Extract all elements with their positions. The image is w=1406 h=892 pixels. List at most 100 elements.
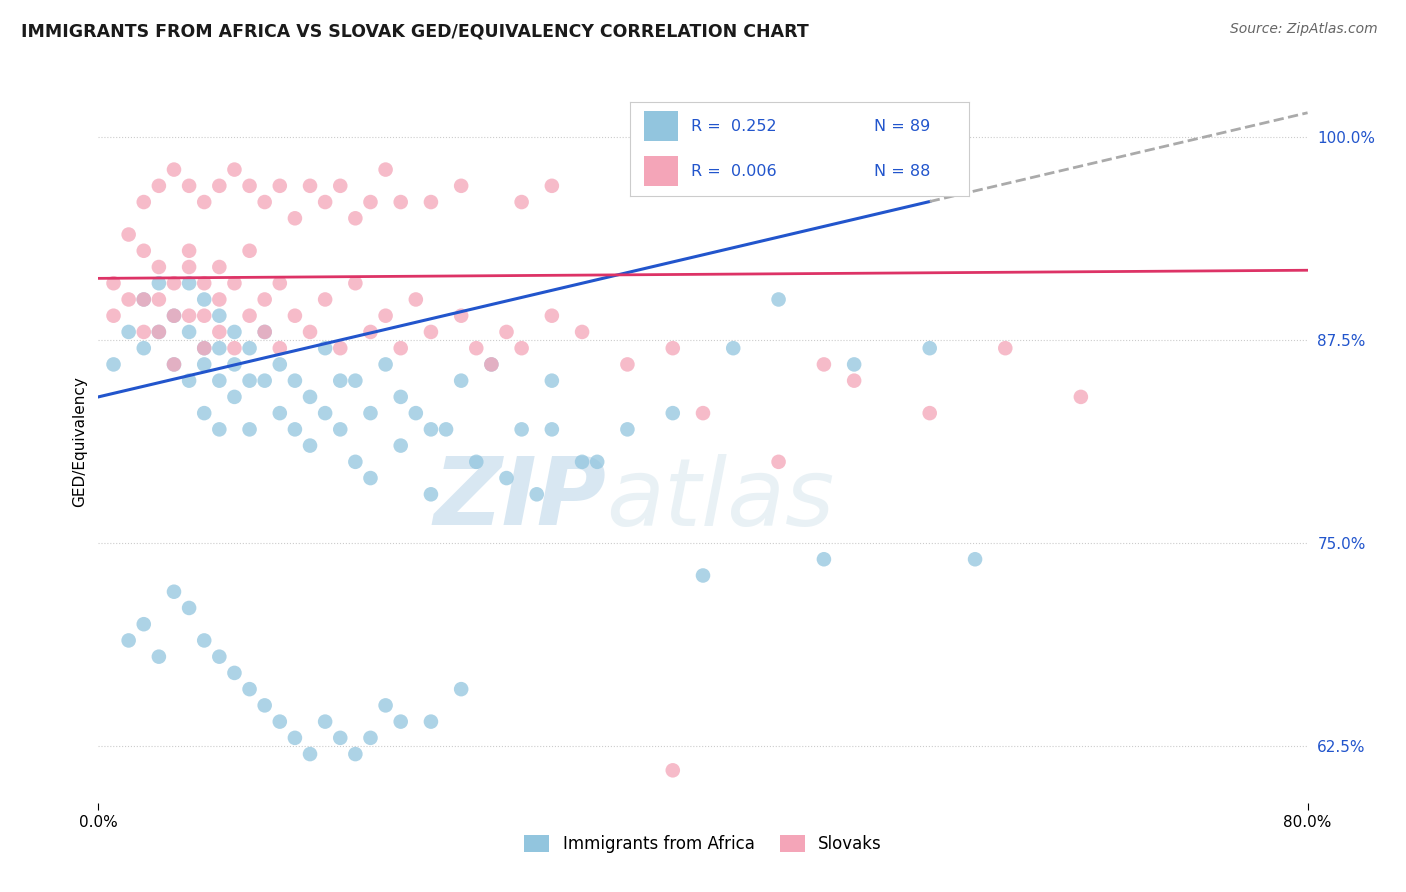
Point	[224, 390, 246, 404]
Point	[269, 178, 291, 193]
Point	[510, 195, 533, 210]
Point	[148, 649, 170, 664]
Point	[253, 293, 276, 307]
Point	[284, 211, 307, 226]
Point	[132, 617, 155, 632]
Point	[208, 374, 231, 388]
Point	[179, 244, 201, 258]
Point	[193, 277, 215, 291]
Point	[405, 293, 427, 307]
Point	[389, 195, 412, 210]
Point	[239, 244, 262, 258]
Point	[253, 195, 276, 210]
Point	[299, 439, 322, 453]
Point	[208, 341, 231, 355]
Point	[360, 406, 382, 420]
Point	[103, 358, 125, 372]
Point	[344, 211, 367, 226]
Point	[208, 422, 231, 436]
Point	[103, 309, 125, 323]
Point	[329, 731, 352, 745]
Point	[269, 714, 291, 729]
Point	[163, 358, 186, 372]
Point	[224, 162, 246, 177]
Legend: Immigrants from Africa, Slovaks: Immigrants from Africa, Slovaks	[517, 828, 889, 860]
Point	[269, 341, 291, 355]
Point	[132, 293, 155, 307]
Point	[420, 714, 443, 729]
Point	[495, 325, 517, 339]
Point	[768, 455, 790, 469]
Point	[314, 406, 336, 420]
Point	[360, 731, 382, 745]
Point	[465, 341, 488, 355]
Point	[253, 325, 276, 339]
Point	[314, 714, 336, 729]
Point	[208, 260, 231, 274]
Point	[299, 747, 322, 761]
Point	[224, 665, 246, 680]
Point	[344, 277, 367, 291]
Point	[269, 406, 291, 420]
Point	[132, 244, 155, 258]
Point	[193, 341, 215, 355]
Point	[374, 162, 396, 177]
Point	[434, 422, 457, 436]
Point	[405, 406, 427, 420]
Point	[420, 487, 443, 501]
Y-axis label: GED/Equivalency: GED/Equivalency	[72, 376, 87, 507]
Point	[208, 649, 231, 664]
Point	[103, 277, 125, 291]
Point	[269, 358, 291, 372]
Point	[118, 293, 141, 307]
Point	[163, 277, 186, 291]
Point	[284, 422, 307, 436]
Point	[389, 439, 412, 453]
Point	[420, 422, 443, 436]
Point	[239, 341, 262, 355]
Point	[179, 601, 201, 615]
Point	[344, 374, 367, 388]
Point	[179, 260, 201, 274]
Point	[918, 406, 941, 420]
Point	[661, 764, 683, 778]
Point	[193, 195, 215, 210]
Point	[768, 293, 790, 307]
Point	[193, 406, 215, 420]
Point	[465, 455, 488, 469]
Point	[193, 633, 215, 648]
Point	[132, 293, 155, 307]
Point	[118, 633, 141, 648]
Point	[193, 341, 215, 355]
Point	[314, 341, 336, 355]
Point	[723, 341, 745, 355]
Point	[148, 260, 170, 274]
Point	[239, 178, 262, 193]
Point	[253, 374, 276, 388]
Point	[163, 309, 186, 323]
Text: IMMIGRANTS FROM AFRICA VS SLOVAK GED/EQUIVALENCY CORRELATION CHART: IMMIGRANTS FROM AFRICA VS SLOVAK GED/EQU…	[21, 22, 808, 40]
Point	[389, 390, 412, 404]
Point	[918, 341, 941, 355]
Point	[314, 195, 336, 210]
Point	[148, 277, 170, 291]
Point	[344, 455, 367, 469]
Point	[118, 227, 141, 242]
Point	[224, 325, 246, 339]
Point	[299, 178, 322, 193]
Point	[450, 309, 472, 323]
Point	[253, 325, 276, 339]
Point	[965, 552, 987, 566]
Point	[360, 471, 382, 485]
Point	[299, 390, 322, 404]
Point	[420, 195, 443, 210]
Point	[193, 358, 215, 372]
Point	[813, 552, 835, 566]
Point	[299, 325, 322, 339]
Point	[481, 358, 503, 372]
Point	[118, 325, 141, 339]
Point	[132, 325, 155, 339]
Point	[132, 195, 155, 210]
Point	[284, 731, 307, 745]
Point	[148, 178, 170, 193]
